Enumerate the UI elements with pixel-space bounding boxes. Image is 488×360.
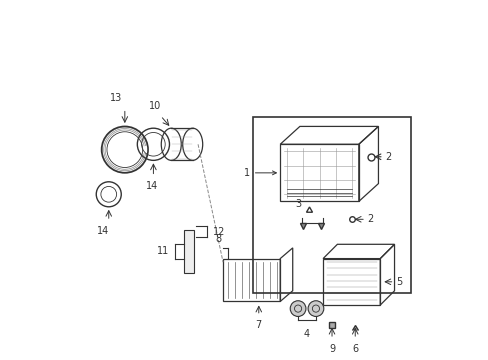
Circle shape: [307, 301, 323, 316]
Text: 13: 13: [109, 93, 122, 103]
Text: 7: 7: [255, 320, 262, 330]
Text: 3: 3: [294, 199, 301, 208]
Text: 4: 4: [304, 329, 309, 339]
Text: 2: 2: [385, 152, 391, 162]
Text: 2: 2: [367, 214, 373, 224]
Text: 8: 8: [215, 234, 222, 244]
Text: 5: 5: [395, 277, 402, 287]
Text: 14: 14: [97, 226, 109, 236]
Text: 11: 11: [157, 247, 169, 256]
Text: 9: 9: [328, 343, 334, 354]
Text: 1: 1: [243, 168, 276, 178]
Text: 6: 6: [351, 343, 358, 354]
Text: 14: 14: [145, 181, 158, 191]
Text: 10: 10: [149, 102, 161, 111]
Bar: [253, 117, 410, 293]
Text: 12: 12: [213, 227, 225, 237]
Circle shape: [290, 301, 305, 316]
Polygon shape: [183, 230, 194, 273]
